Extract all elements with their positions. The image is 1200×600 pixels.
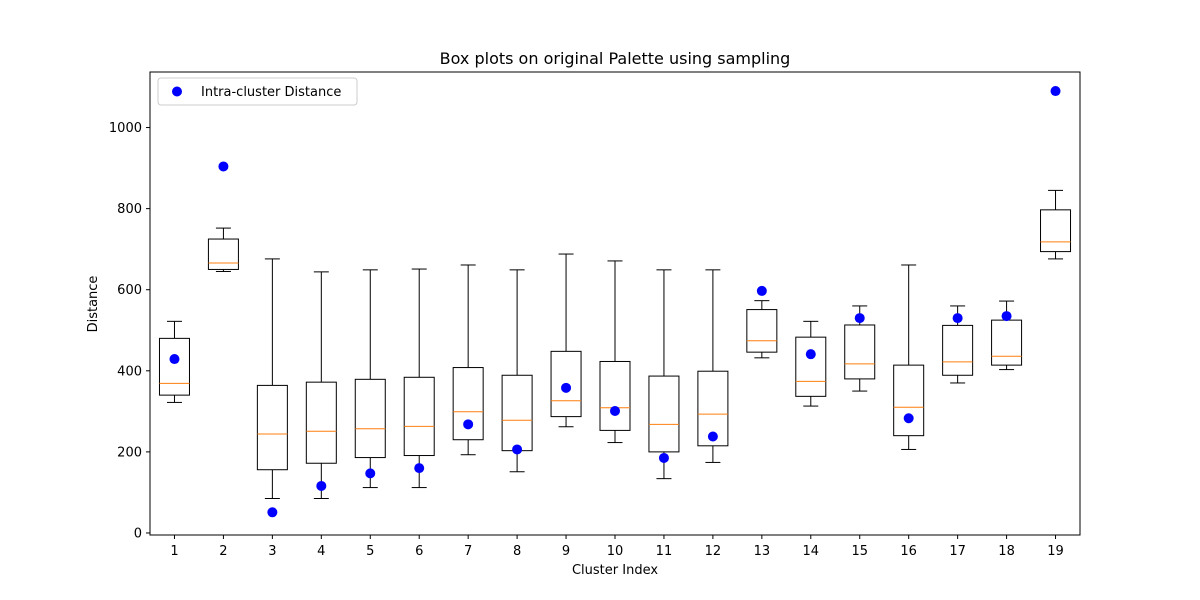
intra-cluster-point [218, 161, 229, 172]
intra-cluster-point [854, 313, 865, 324]
intra-cluster-point [903, 413, 914, 424]
intra-cluster-point [512, 444, 523, 455]
legend-label: Intra-cluster Distance [201, 85, 341, 100]
chart-title: Box plots on original Palette using samp… [440, 49, 791, 68]
x-tick-label: 18 [998, 544, 1015, 559]
box-iqr [795, 336, 827, 397]
legend-frame [157, 77, 358, 106]
legend: Intra-cluster Distance [157, 77, 358, 106]
plot-area: 1 2 3 4 5 6 7 8 9 10 11 12 13 14 15 16 17 18 1902004006008… [109, 71, 1081, 559]
x-tick-label: 9 [562, 544, 570, 559]
intra-cluster-point [414, 463, 425, 474]
box-iqr [599, 360, 631, 431]
x-tick-label: 15 [851, 544, 868, 559]
y-tick-label: 1000 [109, 121, 142, 136]
intra-cluster-point [1001, 311, 1012, 322]
box-iqr [648, 375, 680, 453]
intra-cluster-point [316, 480, 327, 491]
x-tick-label: 3 [268, 544, 276, 559]
intra-cluster-point [169, 354, 180, 365]
x-tick-label: 5 [366, 544, 374, 559]
box-iqr [550, 350, 582, 418]
box-iqr [354, 378, 386, 459]
y-axis-label: Distance [86, 276, 101, 333]
x-tick-label: 16 [900, 544, 917, 559]
intra-cluster-point [707, 431, 718, 442]
x-tick-label: 8 [513, 544, 521, 559]
intra-cluster-point [463, 419, 474, 430]
box-iqr [697, 370, 729, 447]
box-iqr [942, 324, 974, 376]
y-tick-label: 800 [117, 202, 142, 217]
x-tick-label: 11 [656, 544, 673, 559]
x-tick-label: 1 [170, 544, 178, 559]
box-iqr [256, 384, 288, 471]
intra-cluster-point [267, 507, 278, 518]
intra-cluster-point [756, 285, 767, 296]
x-tick-label: 6 [415, 544, 423, 559]
box-iqr [746, 309, 778, 353]
x-tick-label: 4 [317, 544, 325, 559]
y-tick-label: 0 [134, 526, 142, 541]
x-axis-label: Cluster Index [572, 563, 658, 578]
x-tick-label: 19 [1047, 544, 1064, 559]
x-tick-label: 2 [219, 544, 227, 559]
y-tick-label: 400 [117, 364, 142, 379]
intra-cluster-point [805, 349, 816, 360]
x-tick-label: 7 [464, 544, 472, 559]
intra-cluster-point [365, 468, 376, 479]
box-iqr [403, 376, 435, 457]
x-tick-label: 13 [754, 544, 771, 559]
box-iqr [305, 381, 337, 464]
box-iqr [1040, 209, 1072, 253]
x-tick-label: 10 [607, 544, 624, 559]
x-tick-label: 12 [705, 544, 722, 559]
x-tick-label: 14 [803, 544, 820, 559]
intra-cluster-point [610, 405, 620, 416]
y-tick-label: 600 [117, 283, 142, 298]
box-iqr [452, 367, 484, 441]
box-iqr [158, 337, 190, 396]
box-iqr [207, 238, 239, 270]
box-iqr [893, 364, 925, 437]
y-tick-label: 200 [117, 445, 142, 460]
legend-marker [172, 86, 182, 97]
x-tick-label: 17 [949, 544, 966, 559]
box-iqr [844, 324, 876, 380]
intra-cluster-point [561, 382, 572, 393]
intra-cluster-point [658, 452, 669, 463]
intra-cluster-point [952, 313, 963, 324]
intra-cluster-point [1050, 86, 1061, 97]
